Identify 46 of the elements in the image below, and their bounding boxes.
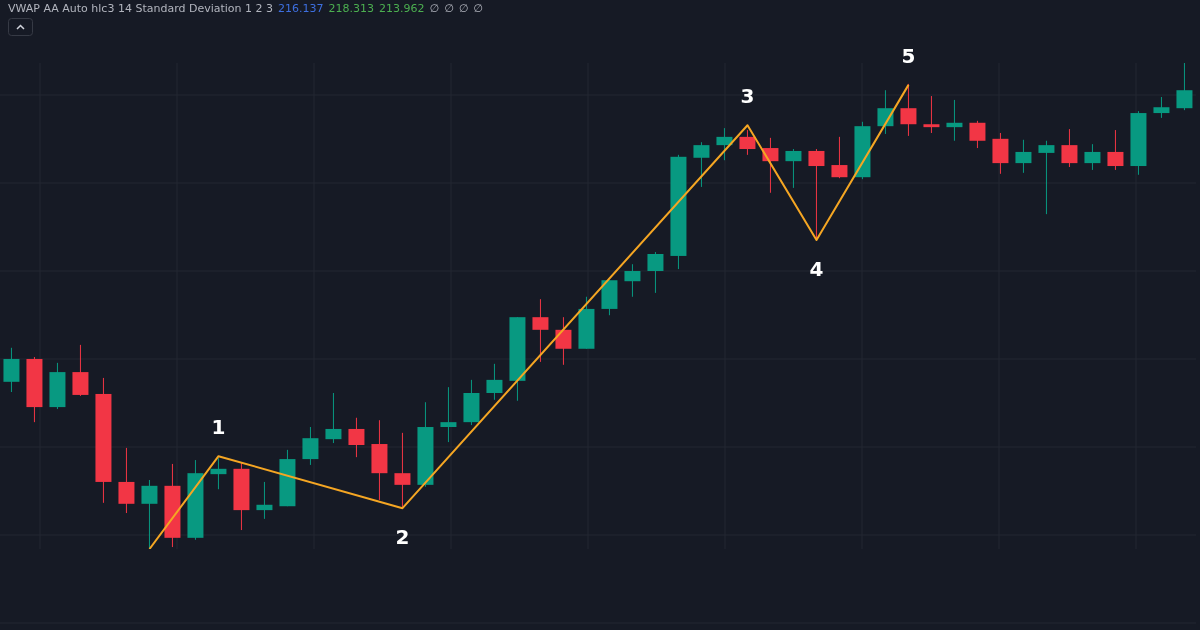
candlestick (555, 316, 572, 366)
candlestick (923, 95, 940, 134)
candlestick (348, 417, 365, 458)
candlestick (210, 457, 227, 490)
annotation: 3 (740, 84, 755, 109)
candlestick (394, 432, 411, 508)
candlestick (302, 426, 319, 466)
candlestick (72, 344, 89, 397)
candlestick (256, 481, 273, 520)
candlestick (440, 386, 457, 443)
text: ∅ (473, 2, 483, 15)
candlestick (1038, 140, 1055, 215)
candlestick (900, 83, 917, 137)
candlestick (532, 298, 549, 363)
candlestick (716, 127, 733, 161)
text: 213.962 (379, 2, 425, 15)
candlestick (486, 363, 503, 401)
text: ∅ (429, 2, 440, 15)
annotation: 5 (901, 43, 916, 68)
candlestick (3, 347, 20, 393)
candlestick (325, 392, 342, 444)
candlestick (647, 251, 664, 294)
candlestick (969, 120, 986, 149)
candlestick (739, 129, 756, 156)
annotation: 2 (395, 525, 410, 550)
candlestick (693, 141, 710, 188)
candlestick (624, 263, 641, 298)
candlestick (118, 447, 135, 514)
candlestick (1084, 143, 1101, 171)
annotation: 4 (809, 256, 824, 281)
text: 218.313 (328, 2, 375, 15)
annotation: 1 (211, 415, 226, 440)
text: ∅ (444, 2, 454, 15)
candlestick (1015, 139, 1032, 174)
candlestick (831, 136, 848, 179)
candlestick (946, 99, 963, 142)
chart-title: VWAP AA Auto hlc3 14 Standard Deviation 1 2 3 (8, 2, 274, 15)
candlestick (785, 148, 802, 189)
text: ∅ (458, 2, 469, 15)
candlestick (1176, 63, 1193, 111)
text: 216.137 (278, 2, 324, 15)
candlestick (1107, 129, 1124, 171)
candlestick (1061, 128, 1078, 168)
candlestick (808, 148, 825, 241)
candlestick (1153, 96, 1170, 119)
candlestick (141, 479, 158, 549)
